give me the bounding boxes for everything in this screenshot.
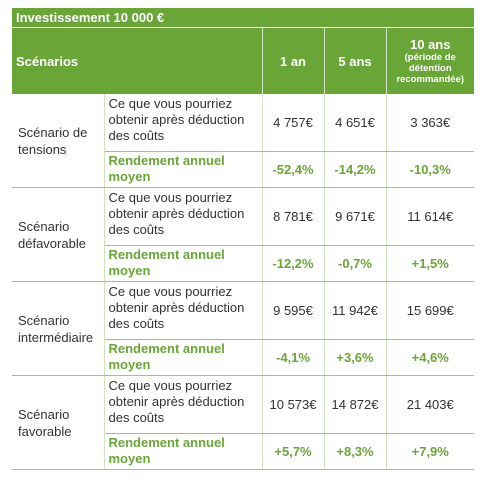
yield-1-an: -4,1% bbox=[262, 339, 325, 376]
scenario-name: Scénario intermédiaire bbox=[12, 281, 105, 376]
value-5-ans: 9 671€ bbox=[324, 187, 387, 246]
yield-1-an: -12,2% bbox=[262, 245, 325, 282]
yield-5-ans: -14,2% bbox=[324, 151, 387, 188]
scenario-name: Scénario favorable bbox=[12, 375, 105, 470]
yield-5-ans: +8,3% bbox=[324, 433, 387, 470]
scenario-name: Scénario de tensions bbox=[12, 94, 105, 188]
scenario-name: Scénario défavorable bbox=[12, 187, 105, 282]
yield-label: Rendement annuel moyen bbox=[104, 151, 263, 188]
value-10-ans: 15 699€ bbox=[386, 281, 474, 340]
cost-label: Ce que vous pourriez obtenir après déduc… bbox=[104, 281, 263, 340]
table-row: Scénario défavorable Ce que vous pourrie… bbox=[12, 187, 474, 282]
value-1-an: 4 757€ bbox=[262, 94, 325, 152]
yield-label: Rendement annuel moyen bbox=[104, 245, 263, 282]
performance-scenarios-table-container: Investissement 10 000 € Scénarios 1 an 5… bbox=[12, 8, 474, 470]
scenarios-header: Scénarios bbox=[12, 28, 263, 94]
col-1-an-header: 1 an bbox=[262, 28, 325, 94]
col-10-ans-title: 10 ans bbox=[410, 36, 451, 52]
value-1-an: 9 595€ bbox=[262, 281, 325, 340]
cost-label: Ce que vous pourriez obtenir après déduc… bbox=[104, 94, 263, 152]
value-5-ans: 11 942€ bbox=[324, 281, 387, 340]
col-10-ans-header: 10 ans (période de détention recommandée… bbox=[386, 28, 474, 94]
value-1-an: 8 781€ bbox=[262, 187, 325, 246]
investment-title: Investissement 10 000 € bbox=[12, 8, 474, 28]
col-10-ans-note: (période de détention recommandée) bbox=[396, 51, 465, 85]
table-row: Rendement annuel moyen -4,1% +3,6% +4,6% bbox=[12, 339, 474, 376]
cost-label: Ce que vous pourriez obtenir après déduc… bbox=[104, 187, 263, 246]
yield-1-an: -52,4% bbox=[262, 151, 325, 188]
table-row: Scénario de tensions Ce que vous pourrie… bbox=[12, 94, 474, 188]
yield-5-ans: -0,7% bbox=[324, 245, 387, 282]
table-row: Scénario favorable Ce que vous pourriez … bbox=[12, 375, 474, 470]
table-row: Rendement annuel moyen -52,4% -14,2% -10… bbox=[12, 151, 474, 188]
cost-label: Ce que vous pourriez obtenir après déduc… bbox=[104, 375, 263, 434]
value-10-ans: 3 363€ bbox=[386, 94, 474, 152]
yield-label: Rendement annuel moyen bbox=[104, 339, 263, 376]
value-1-an: 10 573€ bbox=[262, 375, 325, 434]
yield-10-ans: +4,6% bbox=[386, 339, 474, 376]
value-5-ans: 4 651€ bbox=[324, 94, 387, 152]
yield-label: Rendement annuel moyen bbox=[104, 433, 263, 470]
yield-10-ans: +1,5% bbox=[386, 245, 474, 282]
value-10-ans: 21 403€ bbox=[386, 375, 474, 434]
yield-1-an: +5,7% bbox=[262, 433, 325, 470]
yield-5-ans: +3,6% bbox=[324, 339, 387, 376]
yield-10-ans: -10,3% bbox=[386, 151, 474, 188]
value-10-ans: 11 614€ bbox=[386, 187, 474, 246]
yield-10-ans: +7,9% bbox=[386, 433, 474, 470]
table-row: Rendement annuel moyen +5,7% +8,3% +7,9% bbox=[12, 433, 474, 470]
table-row: Rendement annuel moyen -12,2% -0,7% +1,5… bbox=[12, 245, 474, 282]
performance-scenarios-table: Scénarios 1 an 5 ans 10 ans (période de … bbox=[12, 28, 474, 470]
col-5-ans-header: 5 ans bbox=[324, 28, 387, 94]
table-row: Scénario intermédiaire Ce que vous pourr… bbox=[12, 281, 474, 376]
header-row: Scénarios 1 an 5 ans 10 ans (période de … bbox=[12, 28, 474, 94]
value-5-ans: 14 872€ bbox=[324, 375, 387, 434]
